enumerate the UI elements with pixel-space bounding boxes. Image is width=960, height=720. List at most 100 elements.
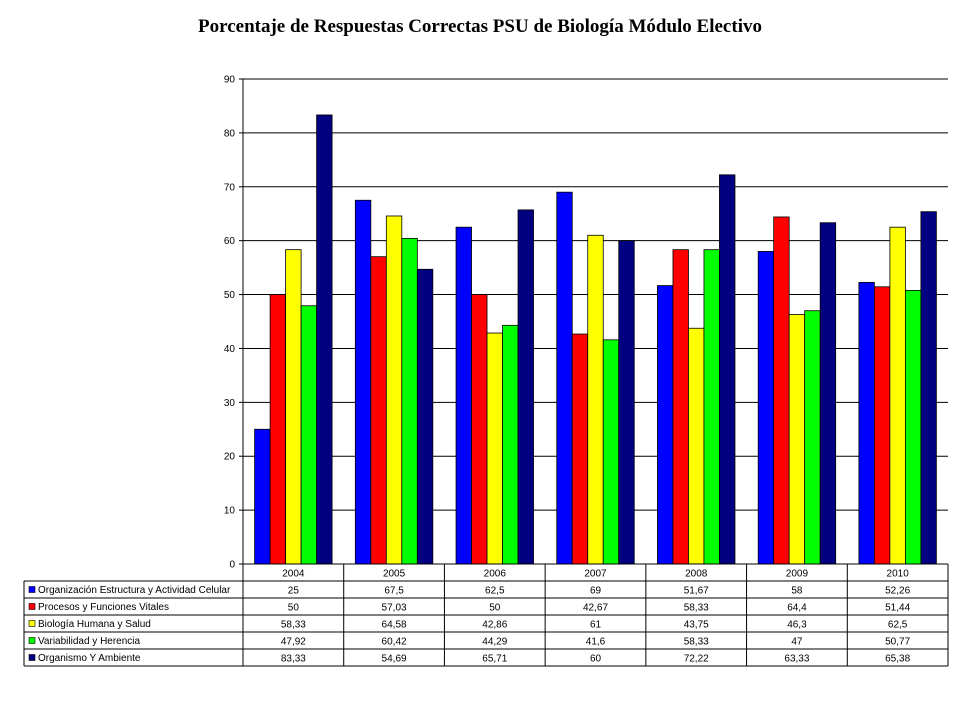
- y-tick-label-80: 80: [224, 128, 236, 139]
- legend-swatch-series-2: [28, 603, 36, 610]
- bar-2008-series-1: [657, 285, 674, 565]
- data-label-2008-series-1: 51,67: [684, 586, 709, 597]
- category-label-2010: 2010: [887, 569, 910, 580]
- y-tick-label-10: 10: [224, 506, 236, 517]
- data-label-2008-series-4: 58,33: [684, 637, 709, 648]
- category-label-2005: 2005: [383, 569, 406, 580]
- data-label-2007-series-5: 60: [590, 654, 602, 665]
- y-tick-label-20: 20: [224, 452, 236, 463]
- data-label-2006-series-2: 50: [489, 603, 501, 614]
- data-label-2006-series-4: 44,29: [482, 637, 507, 648]
- data-label-2005-series-4: 60,42: [382, 637, 407, 648]
- bar-2006-series-3: [486, 332, 503, 565]
- legend-swatch-series-4: [28, 637, 36, 644]
- legend-entry-series-2: Procesos y Funciones Vitales: [38, 602, 169, 613]
- data-label-2008-series-5: 72,22: [684, 654, 709, 665]
- bar-2004-series-2: [269, 294, 287, 565]
- y-tick-label-60: 60: [224, 236, 236, 247]
- bar-2009-series-3: [788, 314, 806, 565]
- data-label-2009-series-3: 46,3: [787, 620, 807, 631]
- bar-2007-series-3: [587, 234, 604, 565]
- category-label-2006: 2006: [484, 569, 507, 580]
- data-label-2004-series-4: 47,92: [281, 637, 306, 648]
- bar-2009-series-5: [819, 222, 837, 565]
- bar-2010-series-4: [904, 290, 922, 565]
- bar-2007-series-5: [618, 240, 635, 565]
- data-label-2005-series-3: 64,58: [382, 620, 407, 631]
- bar-2005-series-1: [354, 199, 372, 565]
- bar-2006-series-5: [517, 209, 534, 565]
- legend-entry-series-3: Biología Humana y Salud: [38, 619, 151, 630]
- legend-swatch-series-5: [28, 654, 36, 661]
- legend-swatch-series-3: [28, 620, 36, 627]
- bar-2005-series-2: [370, 256, 387, 565]
- legend-entry-series-5: Organismo Y Ambiente: [38, 653, 141, 664]
- bar-2010-series-3: [889, 226, 906, 565]
- y-tick-label-30: 30: [224, 398, 236, 409]
- data-label-2010-series-5: 65,38: [885, 654, 910, 665]
- data-label-2004-series-3: 58,33: [281, 620, 306, 631]
- y-tick-label-0: 0: [229, 560, 235, 571]
- bar-2006-series-1: [455, 226, 472, 565]
- category-label-2004: 2004: [282, 569, 305, 580]
- data-label-2009-series-1: 58: [791, 586, 803, 597]
- bars: [254, 114, 937, 565]
- bar-2009-series-1: [757, 251, 775, 565]
- bar-2004-series-1: [254, 428, 271, 565]
- bar-2010-series-5: [920, 211, 937, 565]
- category-label-2009: 2009: [786, 569, 809, 580]
- data-table: 2004 2005 2006 2007 2008 2009 2010 Organización…: [23, 563, 949, 667]
- data-label-2005-series-2: 57,03: [382, 603, 407, 614]
- bar-2010-series-1: [858, 281, 875, 565]
- data-label-2009-series-2: 64,4: [787, 603, 807, 614]
- axes: 0 10 20 30 40 50 60 70 80 90: [224, 75, 244, 571]
- bar-2009-series-4: [804, 310, 821, 565]
- bar-2005-series-5: [416, 268, 434, 565]
- data-label-2005-series-1: 67,5: [384, 586, 404, 597]
- data-label-2006-series-3: 42,86: [482, 620, 507, 631]
- data-label-2007-series-1: 69: [590, 586, 602, 597]
- y-tick-label-70: 70: [224, 182, 236, 193]
- data-label-2004-series-5: 83,33: [281, 654, 306, 665]
- y-tick-label-50: 50: [224, 290, 236, 301]
- bar-2007-series-2: [571, 333, 589, 565]
- data-label-2010-series-4: 50,77: [885, 637, 910, 648]
- bar-2005-series-4: [401, 238, 418, 565]
- bar-2004-series-4: [300, 305, 318, 565]
- data-label-2005-series-5: 54,69: [382, 654, 407, 665]
- data-label-2004-series-1: 25: [288, 586, 300, 597]
- bar-2004-series-3: [285, 249, 302, 565]
- data-label-2010-series-2: 51,44: [885, 603, 910, 614]
- data-label-2008-series-3: 43,75: [684, 620, 709, 631]
- category-label-2008: 2008: [685, 569, 708, 580]
- data-label-2010-series-3: 62,5: [888, 620, 908, 631]
- data-label-2007-series-3: 61: [590, 620, 602, 631]
- data-label-2006-series-1: 62,5: [485, 586, 505, 597]
- y-tick-label-40: 40: [224, 344, 236, 355]
- bar-2008-series-5: [719, 174, 736, 565]
- data-label-2007-series-4: 41,6: [586, 637, 606, 648]
- bar-2007-series-4: [602, 339, 620, 565]
- y-tick-label-90: 90: [224, 75, 236, 86]
- data-label-2006-series-5: 65,71: [482, 654, 507, 665]
- bar-2010-series-2: [873, 286, 891, 565]
- data-label-2004-series-2: 50: [288, 603, 300, 614]
- data-label-2007-series-2: 42,67: [583, 603, 608, 614]
- bar-2008-series-2: [672, 249, 689, 565]
- bar-2008-series-3: [688, 327, 705, 565]
- legend-swatch-series-1: [28, 586, 36, 593]
- bar-2007-series-1: [556, 191, 573, 565]
- category-label-2007: 2007: [584, 569, 607, 580]
- data-label-2009-series-4: 47: [791, 637, 803, 648]
- bar-2004-series-5: [316, 114, 333, 565]
- data-label-2008-series-2: 58,33: [684, 603, 709, 614]
- data-label-2010-series-1: 52,26: [885, 586, 910, 597]
- legend-entry-series-1: Organización Estructura y Actividad Celu…: [38, 585, 231, 596]
- data-label-2009-series-5: 63,33: [784, 654, 809, 665]
- chart-title: Porcentaje de Respuestas Correctas PSU d…: [198, 16, 762, 37]
- bar-2008-series-4: [703, 249, 720, 565]
- bar-2005-series-3: [385, 215, 403, 565]
- bar-2009-series-2: [773, 216, 790, 565]
- bar-2006-series-2: [471, 294, 488, 565]
